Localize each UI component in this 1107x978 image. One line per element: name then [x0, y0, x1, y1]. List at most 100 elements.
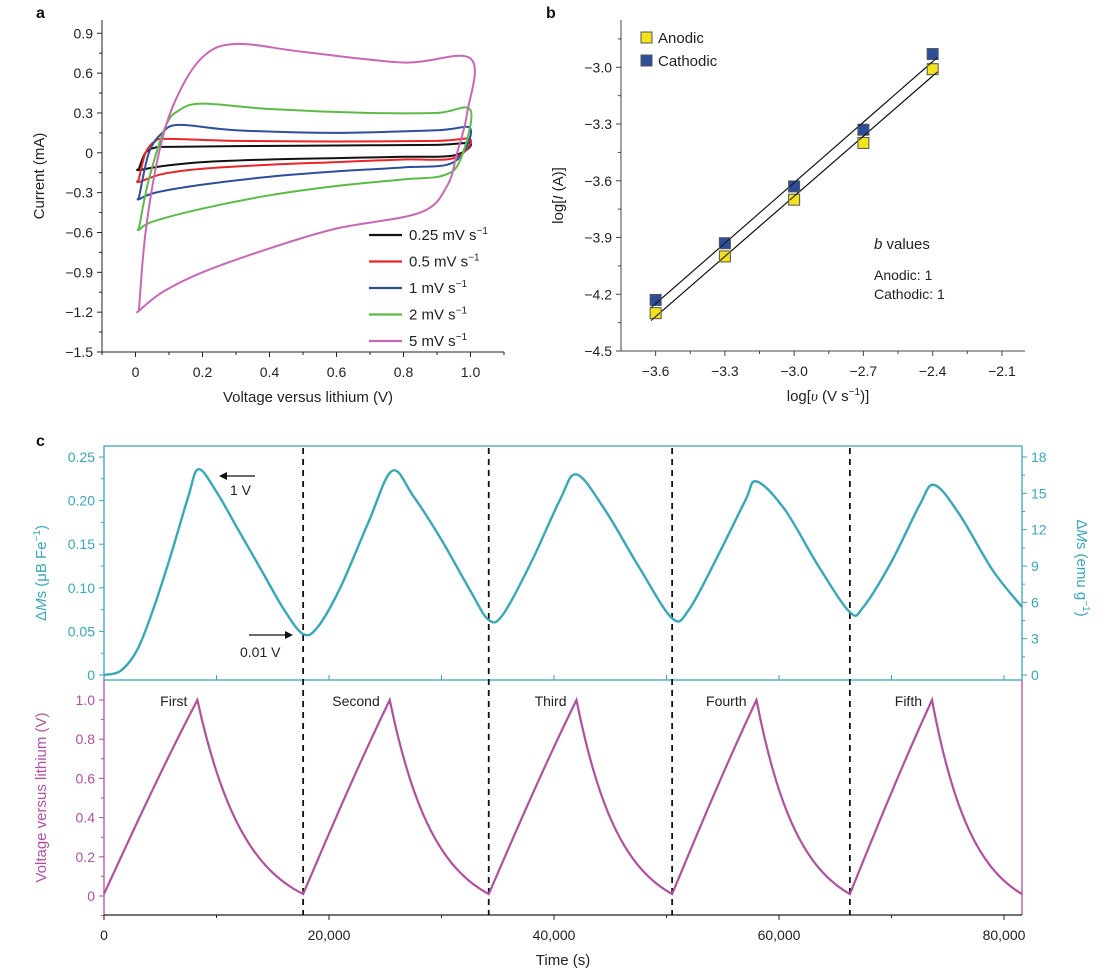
annotation-001v: 0.01 V [240, 644, 281, 660]
y-axis-title-right: ΔMs (emu g−1) [1073, 519, 1091, 616]
y-tick-label: −0.9 [65, 264, 93, 280]
x-tick-label: 0 [100, 927, 108, 943]
y-tick-label: 0.6 [74, 65, 94, 81]
x-axis-title: Voltage versus lithium (V) [223, 389, 393, 406]
y-tick-label: −4.5 [584, 343, 612, 359]
panel-letter-b: b [546, 5, 556, 22]
fit-line-segment [927, 57, 938, 67]
y-tick-label: −3.9 [584, 230, 612, 246]
x-tick-label: 0.6 [327, 364, 347, 380]
legend-swatch [640, 31, 653, 44]
y-tick-label: 0 [85, 145, 93, 161]
y-tick-label: −1.5 [65, 344, 93, 360]
y-tick-label-left: 0.25 [68, 449, 95, 465]
y-tick-label: −1.2 [65, 304, 93, 320]
y-tick-label-bottom: 0.2 [76, 849, 96, 865]
x-tick-label: −3.3 [711, 363, 739, 379]
fit-line-segment [650, 299, 661, 309]
x-tick-label: 80,000 [983, 927, 1026, 943]
y-tick-label-right: 9 [1031, 558, 1039, 574]
y-tick-label: −3.3 [584, 116, 612, 132]
b-value-line: Anodic: 1 [874, 267, 933, 283]
data-point-anodic [857, 136, 870, 149]
data-point-cathodic [926, 48, 939, 61]
y-tick-label-left: 0.10 [68, 580, 95, 596]
fit-line-segment [789, 178, 800, 188]
panel-a-cv-chart: 0.9 0.6 0.3 0 −0.3 −0.6 −0.9 −1.2 −1.5 0 0.2 0.4 0.6… [31, 20, 505, 406]
y-tick-label: −0.6 [65, 224, 93, 240]
y-tick-label-bottom: 1.0 [76, 692, 96, 708]
arrow-1v-head [219, 472, 227, 480]
arrow-001v-head [285, 631, 293, 639]
y-tick-label: 0.9 [74, 25, 94, 41]
fit-line-segment [719, 238, 730, 248]
voltage-curve [103, 696, 1023, 896]
cycle-label: Second [332, 693, 379, 709]
magnetization-curve [103, 468, 1023, 677]
annotation-1v: 1 V [230, 482, 252, 498]
legend-label: 0.5 mV s−1 [409, 253, 480, 271]
cycle-label: Fifth [895, 693, 922, 709]
fit-line-segment [789, 191, 800, 201]
y-tick-label: −4.2 [584, 286, 612, 302]
y-tick-label-left: 0 [87, 667, 95, 683]
y-tick-label: −3.6 [584, 173, 612, 189]
data-point-anodic [649, 307, 662, 320]
x-tick-label: −2.7 [850, 363, 878, 379]
y-axis-title-bottom: Voltage versus lithium (V) [33, 712, 50, 882]
data-point-anodic [788, 193, 801, 206]
b-value-line: Cathodic: 1 [874, 286, 945, 302]
y-tick-label-right: 18 [1031, 449, 1047, 465]
panel-letter-a: a [36, 5, 45, 22]
y-axis-title: log[I (A)] [550, 167, 567, 224]
cv-curve [136, 102, 473, 232]
y-tick-label: −0.3 [65, 185, 93, 201]
x-tick-label: 0 [132, 364, 140, 380]
y-axis-title-left: ΔMs (μB Fe−1) [32, 525, 50, 621]
cycle-label: Fourth [706, 693, 746, 709]
y-tick-label-right: 15 [1031, 485, 1047, 501]
fit-line-segment [927, 71, 938, 81]
x-tick-label: −2.4 [919, 363, 947, 379]
fit-line-segment [650, 312, 661, 321]
y-tick-label-left: 0.05 [68, 623, 95, 639]
x-tick-label: 1.0 [461, 364, 481, 380]
cycle-label: First [160, 693, 187, 709]
panel-b-log-chart: −3.0 −3.3 −3.6 −3.9 −4.2 −4.5 −3.6 −3.3 −3.0 −2.7… [550, 20, 1025, 405]
legend-label: 1 mV s−1 [409, 279, 468, 297]
x-tick-label: 40,000 [533, 927, 576, 943]
x-tick-label: −3.0 [780, 363, 808, 379]
y-tick-label-bottom: 0.8 [76, 731, 96, 747]
data-point-cathodic [857, 123, 870, 136]
fit-line-segment [719, 252, 730, 261]
y-tick-label-right: 12 [1031, 522, 1047, 538]
data-point-anodic [926, 63, 939, 76]
y-tick-label-left: 0.20 [68, 493, 95, 509]
x-tick-label: 0.2 [193, 364, 213, 380]
x-tick-label: 60,000 [758, 927, 801, 943]
x-axis-title: log[υ (V s−1)] [787, 387, 870, 405]
x-tick-label: 0.4 [260, 364, 280, 380]
fit-line-segment [858, 131, 869, 141]
panel-letter-c: c [36, 433, 45, 450]
y-tick-label-bottom: 0.6 [76, 770, 96, 786]
b-values-title: b values [874, 236, 930, 253]
y-tick-label-left: 0.15 [68, 536, 95, 552]
legend-label: Anodic [658, 30, 704, 47]
legend-label: 5 mV s−1 [409, 332, 468, 350]
cv-curve [136, 42, 476, 314]
y-tick-label-bottom: 0.4 [76, 810, 96, 826]
y-tick-label-right: 0 [1031, 667, 1039, 683]
y-tick-label-bottom: 0 [87, 888, 95, 904]
x-axis-title: Time (s) [536, 952, 590, 969]
data-point-cathodic [788, 180, 801, 193]
legend-swatch [640, 54, 653, 67]
y-tick-label-right: 6 [1031, 594, 1039, 610]
cycle-label: Third [535, 693, 567, 709]
y-axis-title: Current (mA) [31, 133, 48, 220]
top-panel-frame [103, 445, 1023, 681]
y-tick-label: 0.3 [74, 105, 94, 121]
legend-label: 0.25 mV s−1 [409, 226, 488, 244]
